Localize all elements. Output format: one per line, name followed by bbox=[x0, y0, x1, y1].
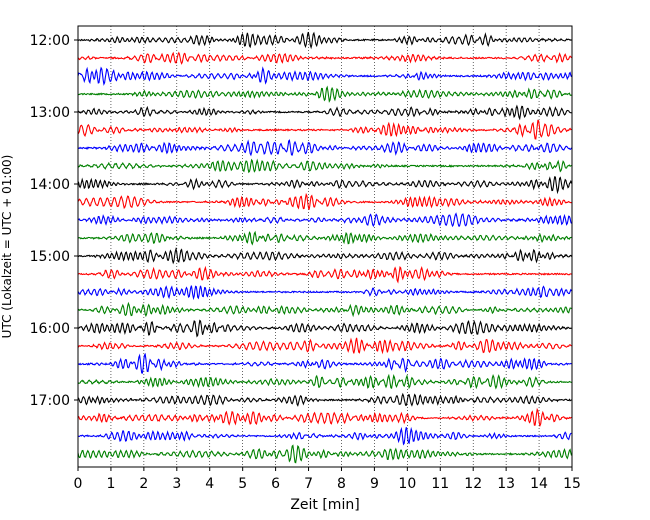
x-tick-label: 5 bbox=[238, 476, 247, 492]
seismic-trace bbox=[77, 176, 573, 195]
seismic-trace bbox=[77, 265, 572, 284]
seismic-trace bbox=[77, 426, 572, 446]
x-axis-label: Zeit [min] bbox=[290, 497, 359, 513]
seismic-trace bbox=[77, 51, 572, 65]
x-tick-label: 12 bbox=[464, 476, 482, 492]
x-tick-label: 4 bbox=[205, 476, 214, 492]
y-tick-label: 12:00 bbox=[30, 33, 70, 49]
x-tick-label: 0 bbox=[74, 476, 83, 492]
x-tick-label: 10 bbox=[398, 476, 416, 492]
y-tick-label: 14:00 bbox=[30, 177, 70, 193]
seismic-trace bbox=[77, 352, 572, 374]
seismic-trace bbox=[77, 66, 573, 86]
seismic-trace bbox=[77, 119, 572, 140]
y-tick-label: 15:00 bbox=[30, 249, 70, 265]
x-tick-label: 11 bbox=[431, 476, 449, 492]
x-tick-label: 8 bbox=[337, 476, 346, 492]
x-tick-label: 2 bbox=[139, 476, 148, 492]
seismic-trace bbox=[77, 85, 572, 103]
x-tick-label: 7 bbox=[304, 476, 313, 492]
seismic-trace bbox=[77, 31, 572, 50]
seismic-trace bbox=[77, 337, 572, 355]
y-tick-label: 16:00 bbox=[30, 321, 70, 337]
x-tick-label: 1 bbox=[106, 476, 115, 492]
seismic-trace bbox=[77, 392, 572, 407]
y-axis-ticks: 12:00 13:00 14:00 15:00 16:00 17:00 bbox=[30, 33, 78, 409]
seismic-trace bbox=[77, 212, 572, 228]
seismic-trace bbox=[77, 319, 572, 338]
x-axis-ticks: 0 1 2 3 4 5 6 7 8 9 10 11 12 13 14 15 bbox=[74, 467, 581, 492]
seismic-trace bbox=[77, 246, 572, 265]
seismic-trace bbox=[77, 407, 572, 428]
seismic-trace bbox=[77, 301, 572, 318]
x-tick-label: 6 bbox=[271, 476, 280, 492]
x-tick-label: 15 bbox=[563, 476, 581, 492]
trace-layer bbox=[77, 31, 573, 464]
seismic-trace bbox=[77, 285, 572, 301]
x-tick-label: 14 bbox=[530, 476, 548, 492]
seismic-trace bbox=[77, 192, 572, 210]
seismic-trace bbox=[77, 230, 572, 246]
y-tick-label: 17:00 bbox=[30, 393, 70, 409]
seismic-trace bbox=[77, 139, 572, 157]
y-tick-label: 13:00 bbox=[30, 105, 70, 121]
x-tick-label: 3 bbox=[172, 476, 181, 492]
x-tick-label: 9 bbox=[370, 476, 379, 492]
y-axis-label: UTC (Lokalzeit = UTC + 01:00) bbox=[0, 155, 14, 339]
plot-frame bbox=[77, 25, 573, 468]
x-tick-label: 13 bbox=[497, 476, 515, 492]
seismic-trace bbox=[77, 444, 573, 464]
seismic-trace bbox=[77, 158, 572, 174]
seismic-trace bbox=[77, 373, 572, 390]
seismic-trace bbox=[77, 104, 572, 121]
